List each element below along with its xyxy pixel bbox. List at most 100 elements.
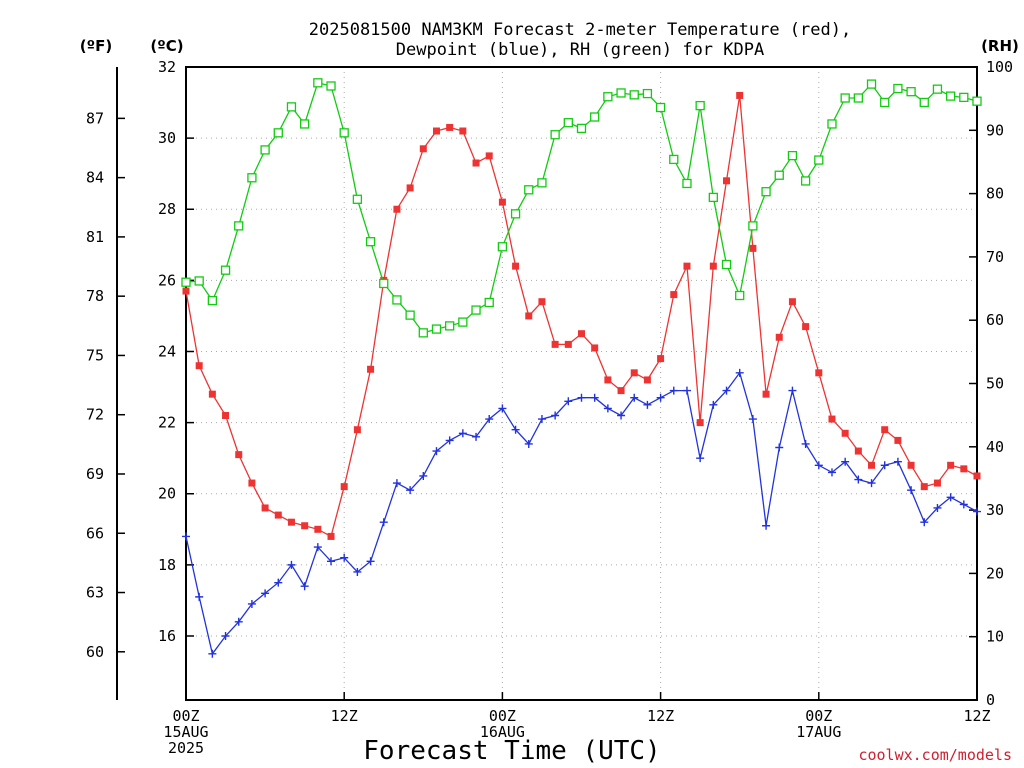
temperature-point — [709, 262, 717, 270]
temperature-point — [498, 198, 506, 206]
rh-point — [893, 83, 903, 94]
fahrenheit-tick-label: 84 — [86, 169, 104, 187]
rh-point — [708, 192, 718, 203]
fahrenheit-tick-label: 72 — [86, 406, 104, 424]
rh-tick-label: 50 — [986, 375, 1004, 393]
temperature-point — [538, 298, 546, 306]
temperature-point — [828, 415, 836, 423]
rh-point — [919, 97, 929, 108]
rh-point — [695, 100, 705, 111]
dewpoint-point — [841, 457, 850, 466]
temperature-point — [868, 461, 876, 469]
temperature-point — [723, 177, 731, 185]
x-axis-label: Forecast Time (UTC) — [363, 736, 660, 766]
series-layer — [181, 78, 982, 658]
rh-point — [405, 310, 415, 320]
dewpoint-point — [485, 415, 494, 424]
temperature-point — [762, 390, 770, 398]
rh-point — [972, 96, 982, 106]
rh-point — [510, 209, 521, 219]
dewpoint-point — [261, 589, 270, 598]
temperature-point — [472, 159, 480, 167]
dewpoint-point — [867, 479, 876, 488]
temperature-point — [195, 362, 203, 370]
rh-tick-label: 90 — [986, 121, 1004, 139]
rh-point — [392, 295, 402, 305]
temperature-point — [643, 376, 651, 384]
dewpoint-point — [682, 386, 691, 395]
temperature-point — [920, 483, 928, 491]
dewpoint-point — [656, 393, 665, 402]
dewpoint-point — [511, 425, 520, 434]
fahrenheit-tick-label: 63 — [86, 584, 104, 602]
fahrenheit-tick-label: 66 — [86, 524, 104, 542]
temperature-point — [525, 312, 533, 320]
temperature-point — [696, 419, 704, 427]
dewpoint-point — [590, 393, 599, 402]
temperature-point — [604, 376, 612, 384]
temperature-point — [960, 465, 968, 473]
rh-point — [497, 242, 508, 252]
rh-point — [286, 102, 297, 112]
time-tick-label: 00Z — [805, 707, 832, 725]
rh-point — [339, 128, 349, 138]
fahrenheit-tick-label: 69 — [86, 465, 104, 483]
time-tick-label: 16AUG — [480, 723, 525, 741]
dewpoint-point — [432, 447, 441, 456]
celsius-tick-label: 22 — [158, 414, 176, 432]
temperature-point — [208, 390, 216, 398]
time-tick-label: 15AUG — [163, 723, 208, 741]
dewpoint-line — [185, 371, 978, 656]
rh-tick-label: 10 — [986, 628, 1004, 646]
rh-point — [761, 187, 771, 197]
rh-point — [365, 237, 376, 247]
rh-point — [774, 170, 784, 180]
rh-point — [721, 259, 732, 270]
dewpoint-point — [617, 411, 626, 420]
dewpoint-point — [762, 521, 771, 530]
dewpoint-point — [366, 557, 375, 566]
dewpoint-point — [696, 454, 705, 463]
dewpoint-point — [722, 386, 731, 395]
rh-point — [959, 92, 969, 103]
rh-point — [207, 295, 218, 306]
rh-point — [273, 128, 283, 138]
dewpoint-point — [748, 415, 757, 424]
dewpoint-point — [406, 486, 415, 495]
dewpoint-point — [893, 457, 902, 466]
temperature-point — [301, 522, 309, 530]
temperature-point — [933, 479, 941, 487]
dewpoint-point — [353, 567, 362, 576]
time-tick-label: 12Z — [647, 707, 674, 725]
temperature-point — [749, 244, 757, 252]
rh-point — [537, 178, 547, 188]
dewpoint-point — [709, 400, 718, 409]
temperature-point — [947, 461, 955, 469]
temperature-point — [419, 145, 427, 153]
dewpoint-point — [880, 461, 889, 470]
temperature-point — [393, 205, 401, 213]
dewpoint-point — [247, 599, 256, 608]
celsius-tick-label: 20 — [158, 485, 176, 503]
dewpoint-point — [234, 617, 243, 626]
rh-point — [840, 93, 850, 103]
dewpoint-point — [524, 439, 533, 448]
rh-point — [880, 97, 890, 108]
dewpoint-point — [287, 560, 296, 569]
dewpoint-point — [221, 631, 230, 640]
fahrenheit-axis-ticks: 60 63 66 69 72 75 78 81 84 87 — [86, 109, 125, 661]
temperature-point — [802, 323, 810, 331]
dewpoint-point — [379, 518, 388, 527]
rh-point — [735, 290, 745, 301]
dewpoint-point — [946, 493, 955, 502]
rh-tick-label: 0 — [986, 691, 995, 709]
dewpoint-point — [603, 404, 612, 413]
rh-point — [906, 87, 916, 97]
temperature-point — [591, 344, 599, 352]
chart-title-line2: Dewpoint (blue), RH (green) for KDPA — [396, 40, 764, 60]
rh-point — [603, 92, 613, 102]
rh-point — [431, 324, 442, 334]
fahrenheit-tick-label: 87 — [86, 109, 104, 127]
temperature-point — [340, 483, 348, 491]
temperature-point — [261, 504, 269, 512]
